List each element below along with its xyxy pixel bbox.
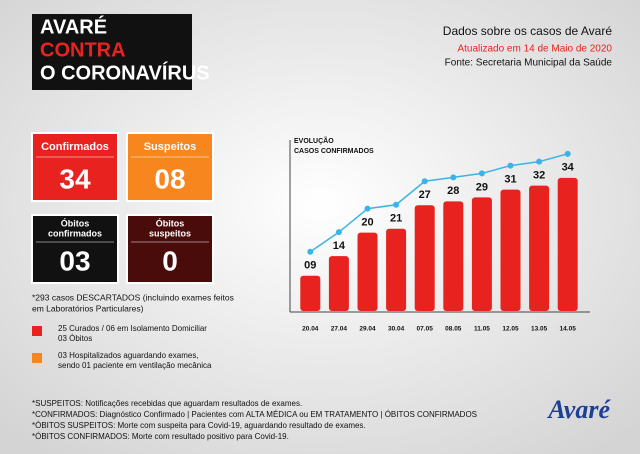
card-value: 34 [59, 163, 91, 194]
bar [471, 197, 492, 311]
card-label: Suspeitos [144, 141, 197, 153]
info-title: Dados sobre os casos de Avaré [443, 24, 613, 38]
bar [500, 189, 521, 311]
footnote: *SUSPEITOS: Notificações recebidas que a… [32, 399, 302, 408]
card-value: 0 [162, 245, 178, 276]
trend-point [507, 162, 514, 169]
info-source: Fonte: Secretaria Municipal da Saúde [445, 58, 613, 69]
x-tick-label: 08.05 [445, 326, 462, 333]
card-label: Óbitos [61, 217, 90, 228]
discarded-note: em Laboratórios Particulares) [32, 303, 144, 313]
bar [414, 205, 435, 311]
value-label: 14 [333, 240, 346, 252]
legend-text: sendo 01 paciente em ventilação mecânica [58, 361, 212, 370]
value-label: 20 [361, 217, 373, 229]
footnote: *ÓBITOS CONFIRMADOS: Morte com resultado… [32, 432, 289, 441]
bar [529, 185, 550, 311]
trend-line [309, 153, 568, 253]
card-value: 08 [154, 163, 185, 194]
value-label: 27 [419, 189, 431, 201]
bar [300, 275, 321, 311]
card [126, 132, 214, 202]
header-line: O CORONAVÍRUS [40, 61, 210, 84]
header-line: CONTRA [40, 39, 126, 61]
header-box [32, 14, 192, 90]
bar [386, 228, 407, 311]
trend-point [536, 158, 543, 165]
card-label: Confirmados [41, 141, 109, 153]
info-updated: Atualizado em 14 de Maio de 2020 [457, 44, 612, 55]
header-line: AVARÉ [40, 15, 107, 38]
value-label: 32 [533, 170, 545, 182]
footnote: *ÓBITOS SUSPEITOS: Morte com suspeita pa… [32, 421, 366, 430]
bar [443, 201, 464, 311]
card-value: 03 [59, 245, 90, 276]
trend-point [335, 229, 342, 236]
bar [557, 177, 578, 311]
trend-point [421, 178, 428, 185]
trend-point [564, 150, 571, 157]
chart-title: EVOLUÇÃO [294, 136, 334, 145]
trend-point [307, 248, 314, 255]
x-tick-label: 14.05 [560, 326, 577, 333]
trend-point [393, 201, 400, 208]
card [126, 214, 214, 284]
x-tick-label: 11.05 [474, 326, 490, 333]
card-label: Óbitos [156, 217, 185, 228]
x-tick-label: 30.04 [388, 326, 405, 333]
x-tick-label: 20.04 [302, 326, 319, 333]
card [31, 132, 119, 202]
trend-point [450, 174, 457, 181]
value-label: 21 [390, 213, 402, 225]
value-label: 31 [504, 173, 516, 185]
legend-text: 03 Hospitalizados aguardando exames, [58, 351, 199, 360]
discarded-note: *293 casos DESCARTADOS (incluindo exames… [32, 292, 234, 302]
card-label: suspeitos [149, 228, 191, 238]
bar [357, 232, 378, 311]
logo: Avaré [546, 395, 611, 424]
x-tick-label: 27.04 [331, 326, 348, 333]
value-label: 29 [476, 181, 488, 193]
trend-point [364, 205, 371, 212]
x-tick-label: 29.04 [359, 326, 376, 333]
legend-text: 25 Curados / 06 em Isolamento Domiciliar [58, 324, 207, 333]
card [31, 214, 119, 284]
card-label: confirmados [48, 228, 102, 238]
trend-point [478, 170, 485, 177]
value-label: 28 [447, 185, 459, 197]
legend-swatch [32, 353, 42, 363]
x-tick-label: 12.05 [502, 326, 519, 333]
value-label: 09 [304, 260, 316, 272]
footnote: *CONFIRMADOS: Diagnóstico Confirmado | P… [32, 410, 477, 419]
legend-swatch [32, 326, 42, 336]
x-tick-label: 13.05 [531, 326, 548, 333]
chart-subtitle: CASOS CONFIRMADOS [294, 148, 374, 155]
x-tick-label: 07.05 [417, 326, 434, 333]
bar [328, 256, 349, 311]
value-label: 34 [562, 162, 575, 174]
legend-text: 03 Óbitos [58, 334, 92, 343]
